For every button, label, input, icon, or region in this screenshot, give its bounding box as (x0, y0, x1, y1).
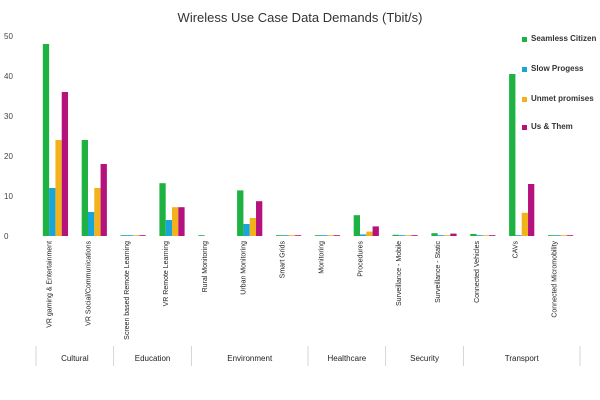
bar (411, 235, 418, 236)
x-group-label: Transport (505, 354, 540, 363)
bar (42, 44, 50, 236)
x-category-label: Surveillance - Static (435, 241, 442, 303)
y-tick-label: 10 (4, 192, 13, 201)
x-category-label: Screen based Remote Learning (124, 241, 131, 340)
bar (566, 235, 574, 236)
x-group-label: Healthcare (328, 354, 367, 363)
bar (450, 233, 457, 236)
bar (288, 235, 295, 236)
bar (509, 74, 516, 236)
legend-label: Unmet promises (531, 94, 594, 103)
bar (87, 212, 95, 236)
bar (547, 235, 555, 236)
bar (294, 235, 302, 236)
bar (275, 235, 283, 236)
x-category-label: Connected Micromobility (552, 241, 559, 318)
chart-title: Wireless Use Case Data Demands (Tbit/s) (177, 10, 423, 25)
bar (165, 220, 172, 236)
bar (521, 212, 529, 236)
bar (327, 235, 334, 236)
legend-swatch (522, 125, 527, 130)
legend-label: Slow Progess (531, 64, 584, 73)
bar (554, 235, 561, 236)
bar (237, 190, 244, 236)
bar (243, 224, 250, 236)
bar (49, 188, 56, 236)
x-group-label: Cultural (61, 354, 89, 363)
x-category-label: Surveillance - Mobile (396, 241, 403, 306)
bar (398, 235, 406, 236)
bar (120, 235, 127, 236)
legend-swatch (522, 67, 527, 72)
legend-swatch (522, 37, 527, 42)
y-tick-label: 0 (4, 232, 9, 241)
x-category-label: Smart Grids (280, 241, 287, 279)
bar (476, 235, 483, 236)
legend-item: Us & Them (522, 122, 573, 132)
bar (333, 235, 341, 236)
bar (405, 235, 412, 236)
legend-label: Us & Them (531, 122, 573, 131)
x-axis-group-labels: Cultural Education Environment Healthcare Se… (35, 346, 581, 366)
bar (437, 235, 444, 236)
bar (528, 184, 535, 236)
bar (126, 235, 134, 236)
y-tick-label: 30 (4, 112, 13, 121)
y-tick-label: 50 (4, 32, 13, 41)
legend-item: Slow Progess (522, 64, 583, 74)
bar (249, 218, 257, 236)
bar (133, 235, 140, 236)
x-category-label: Monitoring (318, 241, 325, 274)
bar (159, 183, 166, 236)
x-category-label: Connected Vehicles (474, 241, 481, 303)
x-category-label: VR Social/Communications (85, 241, 92, 326)
x-group-label: Education (135, 354, 171, 363)
legend-swatch (522, 97, 527, 102)
bar (139, 235, 146, 236)
bar (392, 234, 399, 236)
y-tick-label: 40 (4, 72, 13, 81)
x-axis-category-labels: VR gaming & Entertainment VR Social/Commu… (46, 241, 558, 340)
legend-item: Unmet promises (522, 94, 594, 104)
x-group-label: Environment (227, 354, 273, 363)
x-group-label: Security (410, 354, 439, 363)
bar (172, 207, 179, 236)
bar (431, 233, 438, 236)
y-tick-label: 20 (4, 152, 13, 161)
bar (366, 231, 373, 236)
bars (42, 44, 574, 236)
bar (198, 235, 205, 236)
bar (282, 235, 289, 236)
bar (359, 234, 367, 236)
bar (470, 234, 477, 236)
legend-item: Seamless Citizen (522, 34, 596, 44)
bar (353, 215, 360, 236)
bar (314, 235, 322, 236)
bar (321, 235, 328, 236)
bar (256, 201, 263, 236)
x-category-label: VR Remote Learning (163, 241, 170, 306)
x-category-label: CAVs (513, 241, 520, 259)
x-category-label: Rural Monitoring (202, 241, 209, 292)
bar (178, 207, 185, 236)
y-axis-ticks: 0 10 20 30 40 50 (4, 32, 13, 241)
bar (482, 235, 490, 236)
x-category-label: VR gaming & Entertainment (46, 241, 53, 328)
bar (444, 235, 451, 236)
bar (61, 92, 69, 236)
x-category-label: Procedures (357, 241, 364, 277)
x-category-label: Urban Monitoring (241, 241, 248, 295)
bar (372, 226, 379, 236)
bar (100, 164, 107, 236)
legend-label: Seamless Citizen (531, 34, 597, 43)
bar (55, 140, 62, 236)
bar (81, 140, 88, 236)
bar (560, 235, 567, 236)
bar (489, 235, 496, 236)
bar (94, 188, 101, 236)
bar (515, 235, 522, 236)
